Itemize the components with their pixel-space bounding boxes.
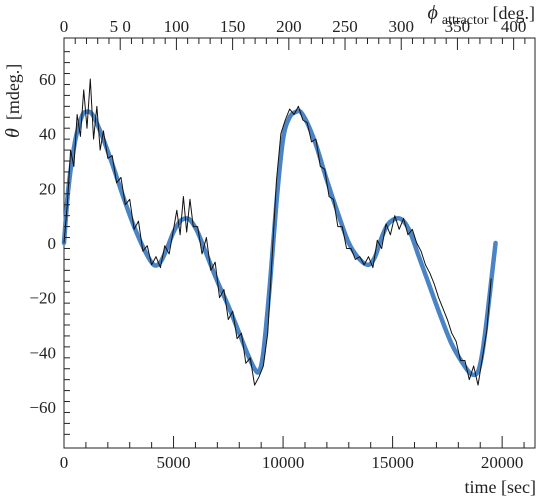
plot-marks [61,78,498,386]
y-tick-label: −60 [29,398,56,417]
top-tick-label: 350 [445,17,471,36]
top-tick-label: 200 [276,17,302,36]
x-tick-label: 15000 [371,453,414,472]
x-tick-label: 20000 [481,453,524,472]
top-tick-label: 0 [60,17,69,36]
y-tick-label: 60 [39,70,56,89]
y-tick-label: 0 [48,234,57,253]
top-tick-label: 300 [388,17,414,36]
top-tick-label: 5 0 [110,17,131,36]
y-tick-label: 20 [39,179,56,198]
y-axis-title: θ [mdeg.] [2,64,24,138]
top-axis-symbol: ϕ [428,2,438,24]
y-tick-label: −40 [29,343,56,362]
bottom-axis: 0 5000 10000 15000 20000 [60,436,525,472]
left-axis: −60 −40 −20 0 20 40 60 [29,51,70,435]
plot-border [63,37,536,449]
top-axis-title: ϕ attractor [deg.] [428,2,535,28]
x-tick-label: 0 [60,453,69,472]
data-line [63,78,492,386]
y-tick-label: −20 [29,289,56,308]
x-axis-title: time [sec] [465,477,536,497]
plot-frame [63,37,536,449]
y-axis-unit: [mdeg.] [3,64,23,120]
x-tick-label: 10000 [262,453,305,472]
fit-curve [61,108,498,378]
x-tick-label: 5000 [157,453,191,472]
top-tick-label: 100 [164,17,190,36]
y-axis-symbol: θ [2,128,24,138]
y-tick-label: 40 [39,125,56,144]
top-tick-label: 250 [332,17,358,36]
top-axis-subscript: attractor [442,13,489,28]
top-tick-label: 150 [220,17,246,36]
top-axis-unit: [deg.] [493,3,535,23]
top-tick-label: 400 [501,17,527,36]
